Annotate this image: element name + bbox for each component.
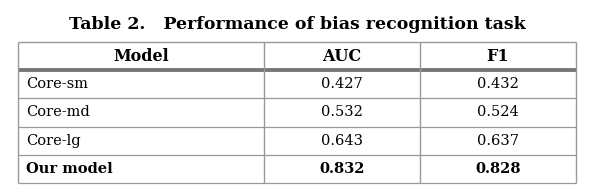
Text: 0.828: 0.828	[475, 162, 520, 176]
Text: Table 2.   Performance of bias recognition task: Table 2. Performance of bias recognition…	[69, 16, 525, 33]
Text: Model: Model	[113, 48, 169, 65]
Text: 0.832: 0.832	[319, 162, 364, 176]
Text: AUC: AUC	[322, 48, 361, 65]
Text: Core-md: Core-md	[26, 105, 90, 120]
Text: Core-lg: Core-lg	[26, 134, 81, 148]
Text: 0.637: 0.637	[477, 134, 519, 148]
Text: 0.432: 0.432	[477, 77, 519, 91]
Text: 0.524: 0.524	[477, 105, 519, 120]
Text: Core-sm: Core-sm	[26, 77, 88, 91]
Text: F1: F1	[486, 48, 509, 65]
Text: Our model: Our model	[26, 162, 113, 176]
Text: 0.427: 0.427	[321, 77, 362, 91]
Text: 0.643: 0.643	[321, 134, 363, 148]
Text: 0.532: 0.532	[321, 105, 362, 120]
